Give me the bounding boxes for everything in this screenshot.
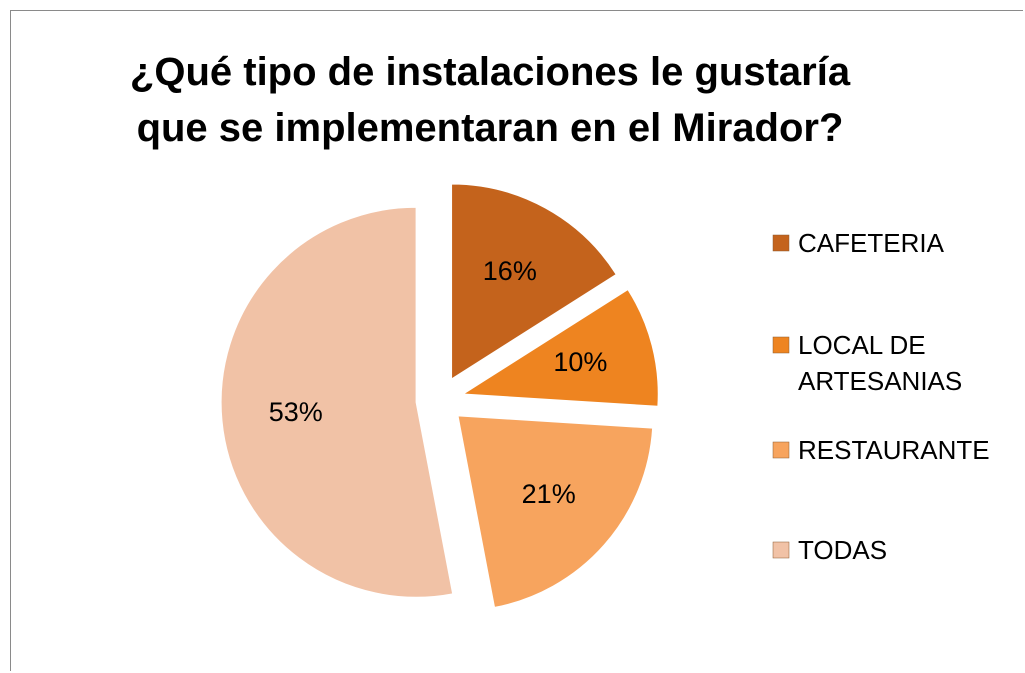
legend-marker: [772, 541, 790, 559]
pie-slice: [461, 288, 659, 407]
legend-marker: [772, 234, 790, 252]
data-label: 16%: [483, 256, 537, 286]
chart-frame: [10, 10, 1023, 671]
chart-title: ¿Qué tipo de instalaciones le gustaría q…: [129, 50, 851, 150]
pie-slice: [220, 206, 454, 598]
data-label: 10%: [553, 347, 607, 377]
legend-label: TODAS: [798, 535, 888, 565]
pie-slice: [457, 415, 654, 609]
data-label: 53%: [269, 397, 323, 427]
legend-marker: [772, 441, 790, 459]
legend-label: LOCAL DE ARTESANIAS: [798, 330, 963, 396]
data-label: 21%: [522, 479, 576, 509]
pie-slice: [451, 183, 617, 380]
legend-label: CAFETERIA: [798, 228, 944, 258]
legend-marker: [772, 336, 790, 354]
legend-label: RESTAURANTE: [798, 435, 990, 465]
